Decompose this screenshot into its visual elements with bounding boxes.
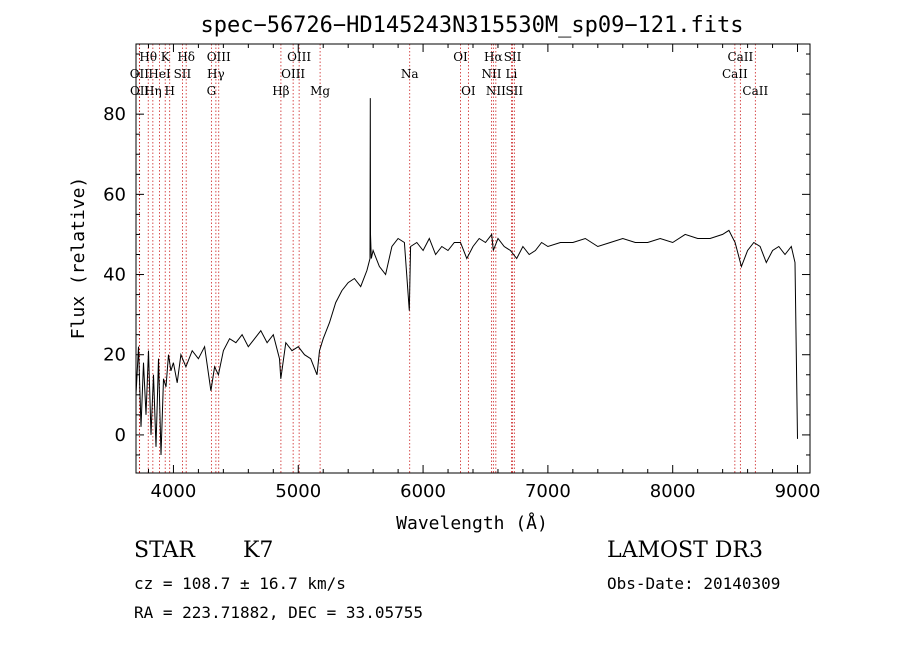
marker-label: Li [506, 67, 518, 81]
marker-label: Hγ [207, 67, 225, 81]
marker-label: CaII [722, 67, 748, 81]
x-tick-label: 6000 [400, 481, 446, 502]
marker-label: OIII [287, 50, 311, 64]
marker-label: CaII [727, 50, 753, 64]
spectrum-series-line [135, 98, 798, 456]
survey-name: LAMOST DR3 [607, 538, 763, 563]
marker-label: OII [130, 84, 150, 98]
marker-label: Hβ [272, 84, 289, 98]
observation-date: Obs-Date: 20140309 [607, 574, 781, 593]
x-tick-label: 8000 [650, 481, 696, 502]
marker-label: SII [505, 84, 523, 98]
y-tick-label: 80 [103, 104, 126, 125]
x-axis: 4000 5000 6000 7000 8000 9000 [147, 44, 821, 502]
marker-label: NII [481, 67, 501, 81]
marker-label: OIII [281, 67, 305, 81]
marker-label: OI [453, 50, 468, 64]
chart-title: spec−56726−HD145243N315530M_sp09−121.fit… [200, 13, 743, 38]
marker-label: Na [401, 67, 419, 81]
x-tick-label: 7000 [525, 481, 571, 502]
object-class: STAR [134, 538, 195, 563]
marker-label: SII [504, 50, 522, 64]
y-tick-label: 20 [103, 345, 126, 366]
y-axis: 0 20 40 60 80 [103, 53, 810, 456]
spectral-line-markers [138, 44, 756, 473]
marker-label: Hδ [177, 50, 195, 64]
axes-frame [135, 43, 811, 474]
y-tick-label: 40 [103, 265, 126, 286]
marker-label: OI [461, 84, 476, 98]
y-axis-label: Flux (relative) [68, 177, 89, 340]
marker-label: G [207, 84, 217, 98]
redshift-info: cz = 108.7 ± 16.7 km/s [134, 574, 346, 593]
marker-label: NII [486, 84, 506, 98]
x-tick-label: 4000 [151, 481, 197, 502]
object-subclass: K7 [243, 538, 274, 563]
marker-label: Hθ [139, 50, 157, 64]
y-tick-label: 0 [115, 425, 126, 446]
marker-label: Hη [144, 84, 162, 98]
marker-label: Mg [310, 84, 330, 98]
marker-label: SII [174, 67, 192, 81]
coordinates: RA = 223.71882, DEC = 33.05755 [134, 603, 423, 622]
x-tick-label: 5000 [275, 481, 321, 502]
x-axis-label: Wavelength (Å) [396, 512, 548, 534]
marker-label: OIII [207, 50, 231, 64]
marker-label: CaII [742, 84, 768, 98]
marker-label: K [161, 50, 171, 64]
marker-label: H [164, 84, 174, 98]
marker-label: Hα [484, 50, 503, 64]
marker-label: HeI [148, 67, 171, 81]
x-tick-label: 9000 [775, 481, 821, 502]
y-tick-label: 60 [103, 184, 126, 205]
